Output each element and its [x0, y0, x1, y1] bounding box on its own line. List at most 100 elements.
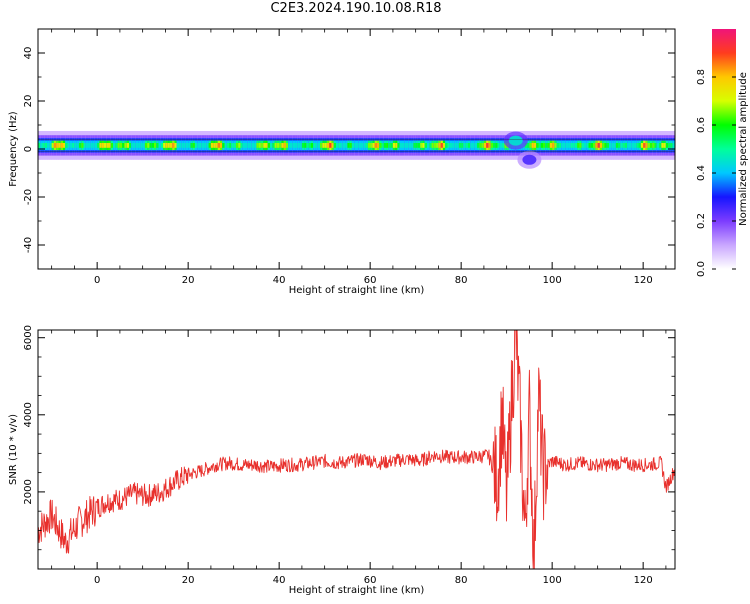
spectrogram-cell [624, 143, 628, 148]
spectrogram-cell [83, 143, 87, 148]
spectrogram-cell [408, 143, 412, 148]
colorbar: 0.0 0.2 0.4 0.6 0.8 Normalized spectral ampl… [696, 29, 749, 277]
spectrogram-cell [638, 143, 642, 148]
spectrogram-cell [584, 143, 587, 148]
spectrogram-cell [272, 143, 275, 148]
spectrogram-cell [131, 143, 134, 148]
spectrogram-cell [634, 143, 637, 148]
spectrogram-cell [106, 143, 109, 148]
spectrogram-cell [417, 143, 421, 148]
spectrogram-cell [247, 143, 250, 148]
spectrogram-cell [288, 143, 291, 148]
spectrogram-cell [122, 143, 125, 148]
spectrogram-cell [56, 143, 59, 148]
spectrogram-cell [495, 143, 498, 148]
spectrogram-cell [190, 143, 194, 148]
spectrogram-cell [488, 143, 492, 148]
spectrogram-cell [117, 143, 121, 148]
spectrogram-cell [238, 143, 241, 148]
spectrogram-cell [181, 143, 184, 148]
spectrogram-cell [324, 143, 328, 148]
spectrogram-cell [299, 143, 303, 148]
spectrogram-cell [179, 143, 182, 148]
spectrogram-cell [60, 143, 64, 148]
spectrogram-cell [376, 143, 380, 148]
spectrogram-cell [445, 143, 448, 148]
spectrogram-cell [213, 143, 216, 148]
spectrogram-cell [101, 143, 105, 148]
spectrogram-cell [174, 143, 178, 148]
spectrogram-cell [531, 143, 535, 148]
spectrogram-cell [654, 143, 658, 148]
spectrogram-cell [611, 143, 614, 148]
spectrogram-cell [226, 143, 230, 148]
spectrogram-cell [436, 143, 439, 148]
spectrogram-cell [440, 143, 444, 148]
spectrogram-cell [615, 143, 619, 148]
spectrogram-cell [149, 143, 153, 148]
x-tick-label: 60 [364, 575, 377, 586]
colorbar-tick-label: 0.4 [696, 165, 707, 181]
spectrogram-cell [609, 143, 612, 148]
spectrogram-cell [604, 143, 608, 148]
spectrogram-cell [458, 143, 462, 148]
spectrogram-cell [81, 143, 84, 148]
x-tick-label: 40 [273, 275, 286, 286]
x-tick-label: 120 [634, 275, 653, 286]
spectrogram-cell [595, 143, 599, 148]
spectrogram-cell [554, 143, 558, 148]
spectrogram-cell [113, 143, 116, 148]
spectrogram-cell [472, 143, 476, 148]
spectrogram-cell [326, 143, 330, 148]
x-tick-label: 100 [543, 275, 562, 286]
spectrogram-cell [290, 143, 294, 148]
spectrogram-cell [336, 143, 339, 148]
spectrogram-cell [402, 143, 405, 148]
spectrogram-cell [258, 143, 262, 148]
spectrogram-cell [404, 143, 407, 148]
spectrogram-cell [204, 143, 207, 148]
spectrogram-cell [169, 143, 173, 148]
spectrogram-cell [374, 143, 378, 148]
spectrogram-cell [358, 143, 362, 148]
spectrogram-cell [620, 143, 624, 148]
spectrogram-cell [124, 143, 128, 148]
snr-frame [37, 329, 676, 570]
spectrogram-cell [577, 143, 580, 148]
spectrogram-cell [672, 143, 675, 148]
spectrogram-cell [338, 143, 341, 148]
snr-x-label: Height of straight line (km) [289, 585, 425, 596]
y-tick-label: 40 [23, 47, 34, 60]
spectrogram-cell [281, 143, 285, 148]
spectrogram-cell [558, 143, 562, 148]
spectrogram-cell [260, 143, 264, 148]
spectrogram-cell [386, 143, 389, 148]
spectrogram-cell [40, 143, 43, 148]
spectrogram-cell [47, 143, 50, 148]
spectrogram-cell [397, 143, 401, 148]
figure-title: C2E3.2024.190.10.08.R18 [270, 1, 442, 16]
spectrogram-cell [652, 143, 655, 148]
spectrogram-cell [208, 143, 212, 148]
y-tick-label: 20 [23, 95, 34, 108]
spectrogram-cell [454, 143, 457, 148]
colorbar-tick-label: 0.8 [696, 69, 707, 85]
spectrogram-cell [356, 143, 360, 148]
spectrogram-cell [51, 143, 55, 148]
x-tick-label: 80 [455, 575, 468, 586]
x-tick-label: 40 [273, 575, 286, 586]
spectrogram-cell [470, 143, 473, 148]
colorbar-tick-label: 0.6 [696, 117, 707, 133]
spectrogram-cell [72, 143, 75, 148]
x-tick-label: 20 [182, 275, 195, 286]
x-tick-label: 80 [455, 275, 468, 286]
spectrogram-cell [365, 143, 369, 148]
colorbar-ticks: 0.0 0.2 0.4 0.6 0.8 [696, 69, 736, 277]
spectrogram-cell [547, 143, 551, 148]
spectrogram-cell [108, 143, 112, 148]
spectrogram-cell [76, 143, 80, 148]
spectrogram-cell [588, 143, 592, 148]
spectrogram-cell [372, 143, 376, 148]
spectrogram-cell [549, 143, 553, 148]
